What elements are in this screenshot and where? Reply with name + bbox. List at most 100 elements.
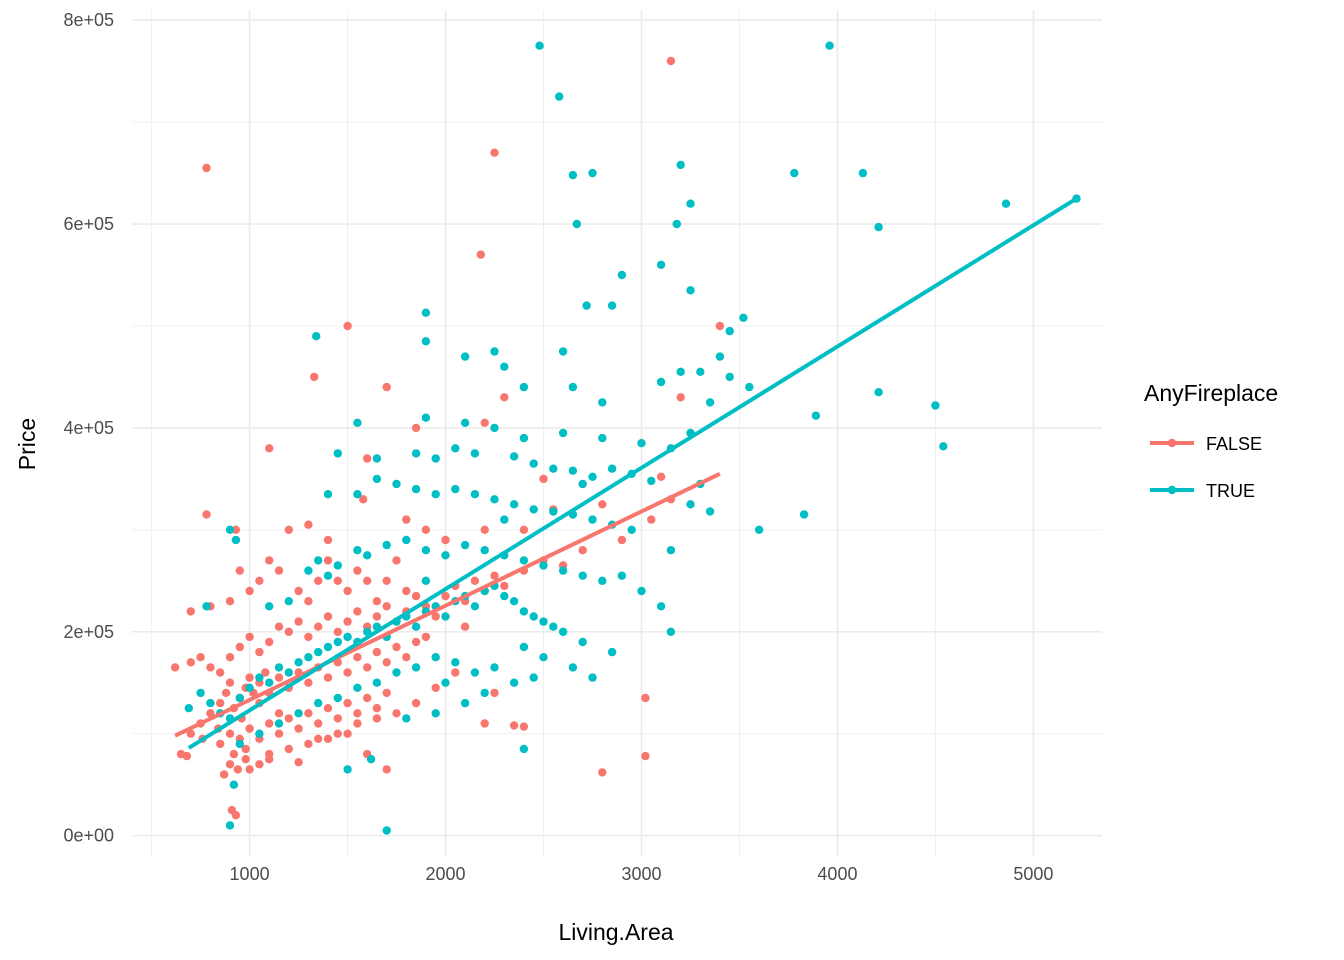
data-point-true bbox=[402, 535, 411, 545]
data-point-false bbox=[343, 668, 352, 677]
data-point-false bbox=[265, 444, 274, 453]
data-point-false bbox=[490, 148, 499, 157]
data-point-false bbox=[343, 321, 352, 331]
legend-item-false: FALSE bbox=[1150, 434, 1262, 454]
data-point-true bbox=[705, 398, 715, 407]
data-point-false bbox=[284, 744, 293, 754]
data-point-true bbox=[558, 566, 568, 575]
data-point-false bbox=[202, 510, 211, 519]
data-point-false bbox=[500, 581, 509, 591]
data-point-true bbox=[588, 673, 597, 682]
data-point-true bbox=[607, 301, 617, 310]
data-point-true bbox=[529, 459, 538, 468]
data-point-false bbox=[359, 495, 368, 504]
data-point-false bbox=[265, 755, 274, 764]
data-point-true bbox=[519, 556, 529, 565]
data-point-true bbox=[588, 168, 597, 178]
data-point-true bbox=[353, 683, 362, 692]
data-point-true bbox=[509, 597, 519, 606]
data-point-true bbox=[715, 352, 725, 361]
data-point-true bbox=[235, 739, 244, 749]
data-point-false bbox=[363, 454, 372, 463]
data-point-false bbox=[392, 642, 401, 652]
data-point-true bbox=[739, 313, 748, 322]
data-point-true bbox=[656, 260, 666, 269]
data-point-true bbox=[480, 546, 489, 555]
data-point-false bbox=[314, 734, 323, 743]
data-point-true bbox=[421, 576, 431, 585]
data-point-false bbox=[323, 673, 333, 682]
data-point-true bbox=[274, 663, 284, 672]
data-point-true bbox=[588, 515, 597, 524]
data-point-false bbox=[431, 612, 440, 621]
data-point-true bbox=[196, 688, 205, 698]
data-point-false bbox=[411, 423, 421, 433]
x-axis-title: Living.Area bbox=[558, 919, 673, 945]
data-point-true bbox=[431, 709, 440, 718]
data-point-true bbox=[588, 472, 597, 481]
data-point-false bbox=[480, 525, 489, 534]
data-point-true bbox=[451, 484, 460, 494]
data-point-true bbox=[529, 612, 538, 621]
data-point-false bbox=[333, 576, 342, 585]
data-point-true bbox=[284, 668, 293, 677]
data-point-true bbox=[333, 561, 342, 570]
trend-line-false bbox=[174, 471, 721, 738]
data-point-true bbox=[323, 642, 333, 652]
data-point-false bbox=[353, 566, 362, 575]
data-point-true bbox=[529, 505, 538, 514]
data-point-true bbox=[617, 270, 627, 280]
data-point-false bbox=[353, 719, 362, 728]
data-point-true bbox=[637, 586, 646, 596]
data-point-true bbox=[500, 515, 509, 524]
data-point-true bbox=[607, 647, 617, 657]
data-point-true bbox=[460, 698, 470, 708]
data-point-true bbox=[231, 535, 241, 545]
data-point-false bbox=[231, 811, 241, 820]
y-tick-label: 2e+05 bbox=[63, 622, 114, 642]
legend-key-point bbox=[1167, 438, 1177, 448]
data-point-true bbox=[323, 490, 333, 499]
data-point-false bbox=[304, 632, 313, 642]
data-point-true bbox=[294, 709, 303, 718]
data-point-false bbox=[245, 586, 254, 596]
data-point-false bbox=[500, 393, 509, 402]
data-point-true bbox=[353, 490, 362, 499]
data-point-true bbox=[598, 576, 607, 585]
data-point-false bbox=[421, 632, 431, 642]
data-point-false bbox=[221, 688, 231, 698]
data-point-false bbox=[343, 586, 352, 596]
data-point-true bbox=[549, 507, 558, 516]
data-point-false bbox=[323, 704, 333, 713]
data-point-false bbox=[666, 56, 676, 66]
data-point-true bbox=[255, 673, 264, 682]
data-point-true bbox=[304, 566, 313, 575]
data-point-false bbox=[245, 673, 254, 682]
data-point-true bbox=[333, 693, 342, 703]
data-point-false bbox=[261, 668, 270, 677]
legend-items: FALSE TRUE bbox=[1150, 434, 1262, 501]
data-point-true bbox=[265, 678, 274, 687]
legend-label: TRUE bbox=[1206, 481, 1255, 501]
data-point-true bbox=[535, 41, 544, 50]
data-point-false bbox=[647, 515, 656, 524]
data-point-true bbox=[421, 546, 431, 555]
data-point-true bbox=[578, 637, 587, 647]
data-point-true bbox=[549, 464, 558, 473]
data-point-true bbox=[607, 464, 617, 473]
data-point-false bbox=[656, 472, 666, 481]
data-point-false bbox=[676, 393, 685, 402]
data-point-true bbox=[411, 622, 421, 631]
data-point-true bbox=[558, 428, 568, 438]
data-point-false bbox=[451, 668, 460, 677]
data-point-false bbox=[323, 556, 333, 565]
data-point-false bbox=[490, 571, 499, 580]
data-point-false bbox=[392, 709, 401, 718]
data-point-false bbox=[241, 744, 250, 754]
data-point-false bbox=[233, 765, 242, 774]
data-point-true bbox=[676, 160, 685, 170]
data-point-true bbox=[402, 714, 411, 723]
data-point-true bbox=[939, 442, 948, 451]
data-point-true bbox=[745, 382, 754, 392]
data-point-true bbox=[790, 168, 799, 178]
